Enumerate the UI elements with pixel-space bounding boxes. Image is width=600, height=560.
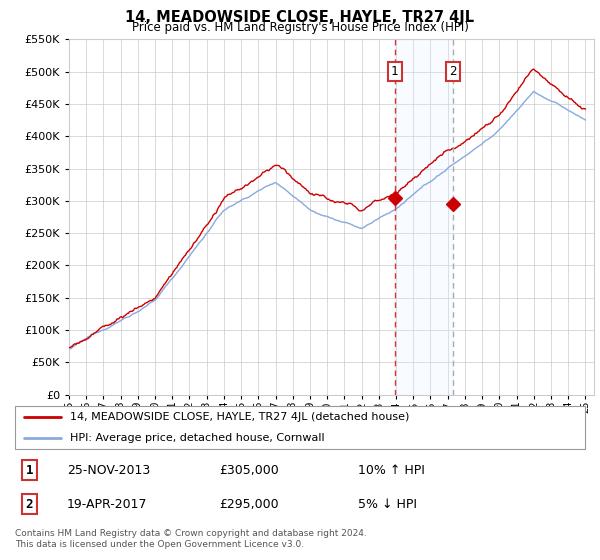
Text: HPI: Average price, detached house, Cornwall: HPI: Average price, detached house, Corn…: [70, 433, 324, 444]
Text: £295,000: £295,000: [220, 498, 279, 511]
FancyBboxPatch shape: [15, 406, 585, 450]
Text: 14, MEADOWSIDE CLOSE, HAYLE, TR27 4JL: 14, MEADOWSIDE CLOSE, HAYLE, TR27 4JL: [125, 10, 475, 25]
Text: 1: 1: [26, 464, 33, 477]
Text: 25-NOV-2013: 25-NOV-2013: [67, 464, 150, 477]
Text: £305,000: £305,000: [220, 464, 279, 477]
Text: 2: 2: [26, 498, 33, 511]
Text: 14, MEADOWSIDE CLOSE, HAYLE, TR27 4JL (detached house): 14, MEADOWSIDE CLOSE, HAYLE, TR27 4JL (d…: [70, 412, 409, 422]
Text: Price paid vs. HM Land Registry's House Price Index (HPI): Price paid vs. HM Land Registry's House …: [131, 21, 469, 34]
Text: 1: 1: [391, 65, 398, 78]
Text: 5% ↓ HPI: 5% ↓ HPI: [358, 498, 416, 511]
Text: 2: 2: [449, 65, 457, 78]
Bar: [395, 39, 453, 395]
Text: 19-APR-2017: 19-APR-2017: [67, 498, 147, 511]
Text: 10% ↑ HPI: 10% ↑ HPI: [358, 464, 424, 477]
Text: Contains HM Land Registry data © Crown copyright and database right 2024.
This d: Contains HM Land Registry data © Crown c…: [15, 529, 367, 549]
